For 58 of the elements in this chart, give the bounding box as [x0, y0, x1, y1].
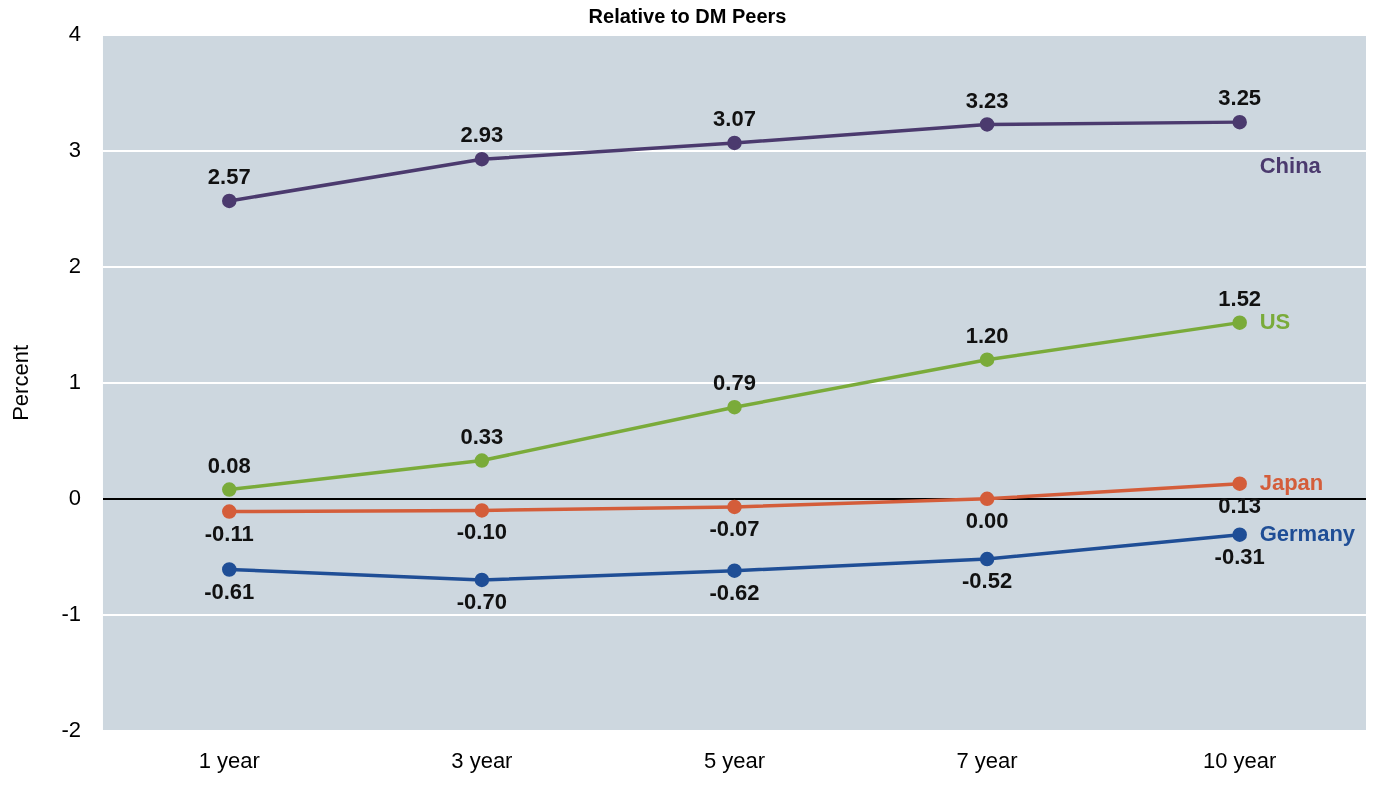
- data-label: -0.52: [962, 568, 1013, 594]
- y-tick-label: 2: [68, 253, 81, 279]
- point: [222, 482, 237, 497]
- data-label: 0.00: [965, 507, 1009, 533]
- series-label: China: [1259, 153, 1322, 179]
- point: [727, 563, 742, 578]
- point: [979, 352, 995, 367]
- y-tick-label: -2: [61, 716, 81, 742]
- data-label: 0.13: [1218, 492, 1262, 518]
- data-label: 0.79: [713, 370, 756, 396]
- point: [1232, 527, 1247, 542]
- point: [222, 562, 237, 577]
- x-tick-label: 7 year: [956, 747, 1018, 773]
- point: [474, 151, 490, 167]
- y-tick-label: 1: [68, 368, 81, 394]
- point: [979, 551, 995, 567]
- chart-title: Relative to DM Peers: [588, 4, 787, 27]
- point: [727, 399, 742, 415]
- point: [474, 572, 490, 588]
- data-label: 2.93: [460, 122, 504, 148]
- data-label: -0.61: [204, 578, 255, 604]
- data-label: 1.20: [965, 322, 1009, 348]
- data-label: 3.25: [1218, 85, 1262, 111]
- data-label: 3.23: [965, 87, 1009, 113]
- x-tick-label: 1 year: [198, 747, 260, 773]
- data-label: -0.70: [456, 588, 507, 614]
- data-label: 0.08: [207, 452, 251, 478]
- point: [979, 117, 995, 132]
- point: [474, 503, 490, 518]
- y-tick-label: -1: [61, 600, 81, 626]
- series-label: Germany: [1259, 520, 1356, 546]
- point: [727, 135, 742, 151]
- x-tick-label: 5 year: [703, 747, 766, 773]
- point: [1232, 114, 1247, 130]
- series-label: Japan: [1259, 469, 1324, 495]
- data-label: -0.31: [1214, 543, 1265, 569]
- data-label: 1.52: [1218, 285, 1262, 311]
- point: [727, 499, 742, 515]
- y-axis-title: Percent: [8, 344, 34, 421]
- point: [979, 491, 995, 507]
- y-tick-label: 0: [68, 484, 81, 510]
- y-tick-label: 3: [68, 137, 81, 163]
- point: [222, 504, 237, 519]
- point: [222, 193, 237, 209]
- x-tick-label: 3 year: [451, 747, 513, 773]
- data-label: -0.07: [709, 515, 760, 541]
- data-label: -0.62: [709, 579, 760, 605]
- point: [1232, 315, 1247, 330]
- data-label: 3.07: [713, 106, 756, 132]
- series-label: US: [1259, 308, 1291, 334]
- data-label: 2.57: [207, 164, 251, 189]
- x-tick-label: 10 year: [1203, 747, 1277, 773]
- y-tick-label: 4: [68, 21, 81, 47]
- data-label: -0.10: [456, 519, 507, 545]
- point: [474, 453, 490, 468]
- point: [1232, 476, 1247, 491]
- data-label: 0.33: [460, 423, 504, 449]
- data-label: -0.11: [204, 520, 254, 546]
